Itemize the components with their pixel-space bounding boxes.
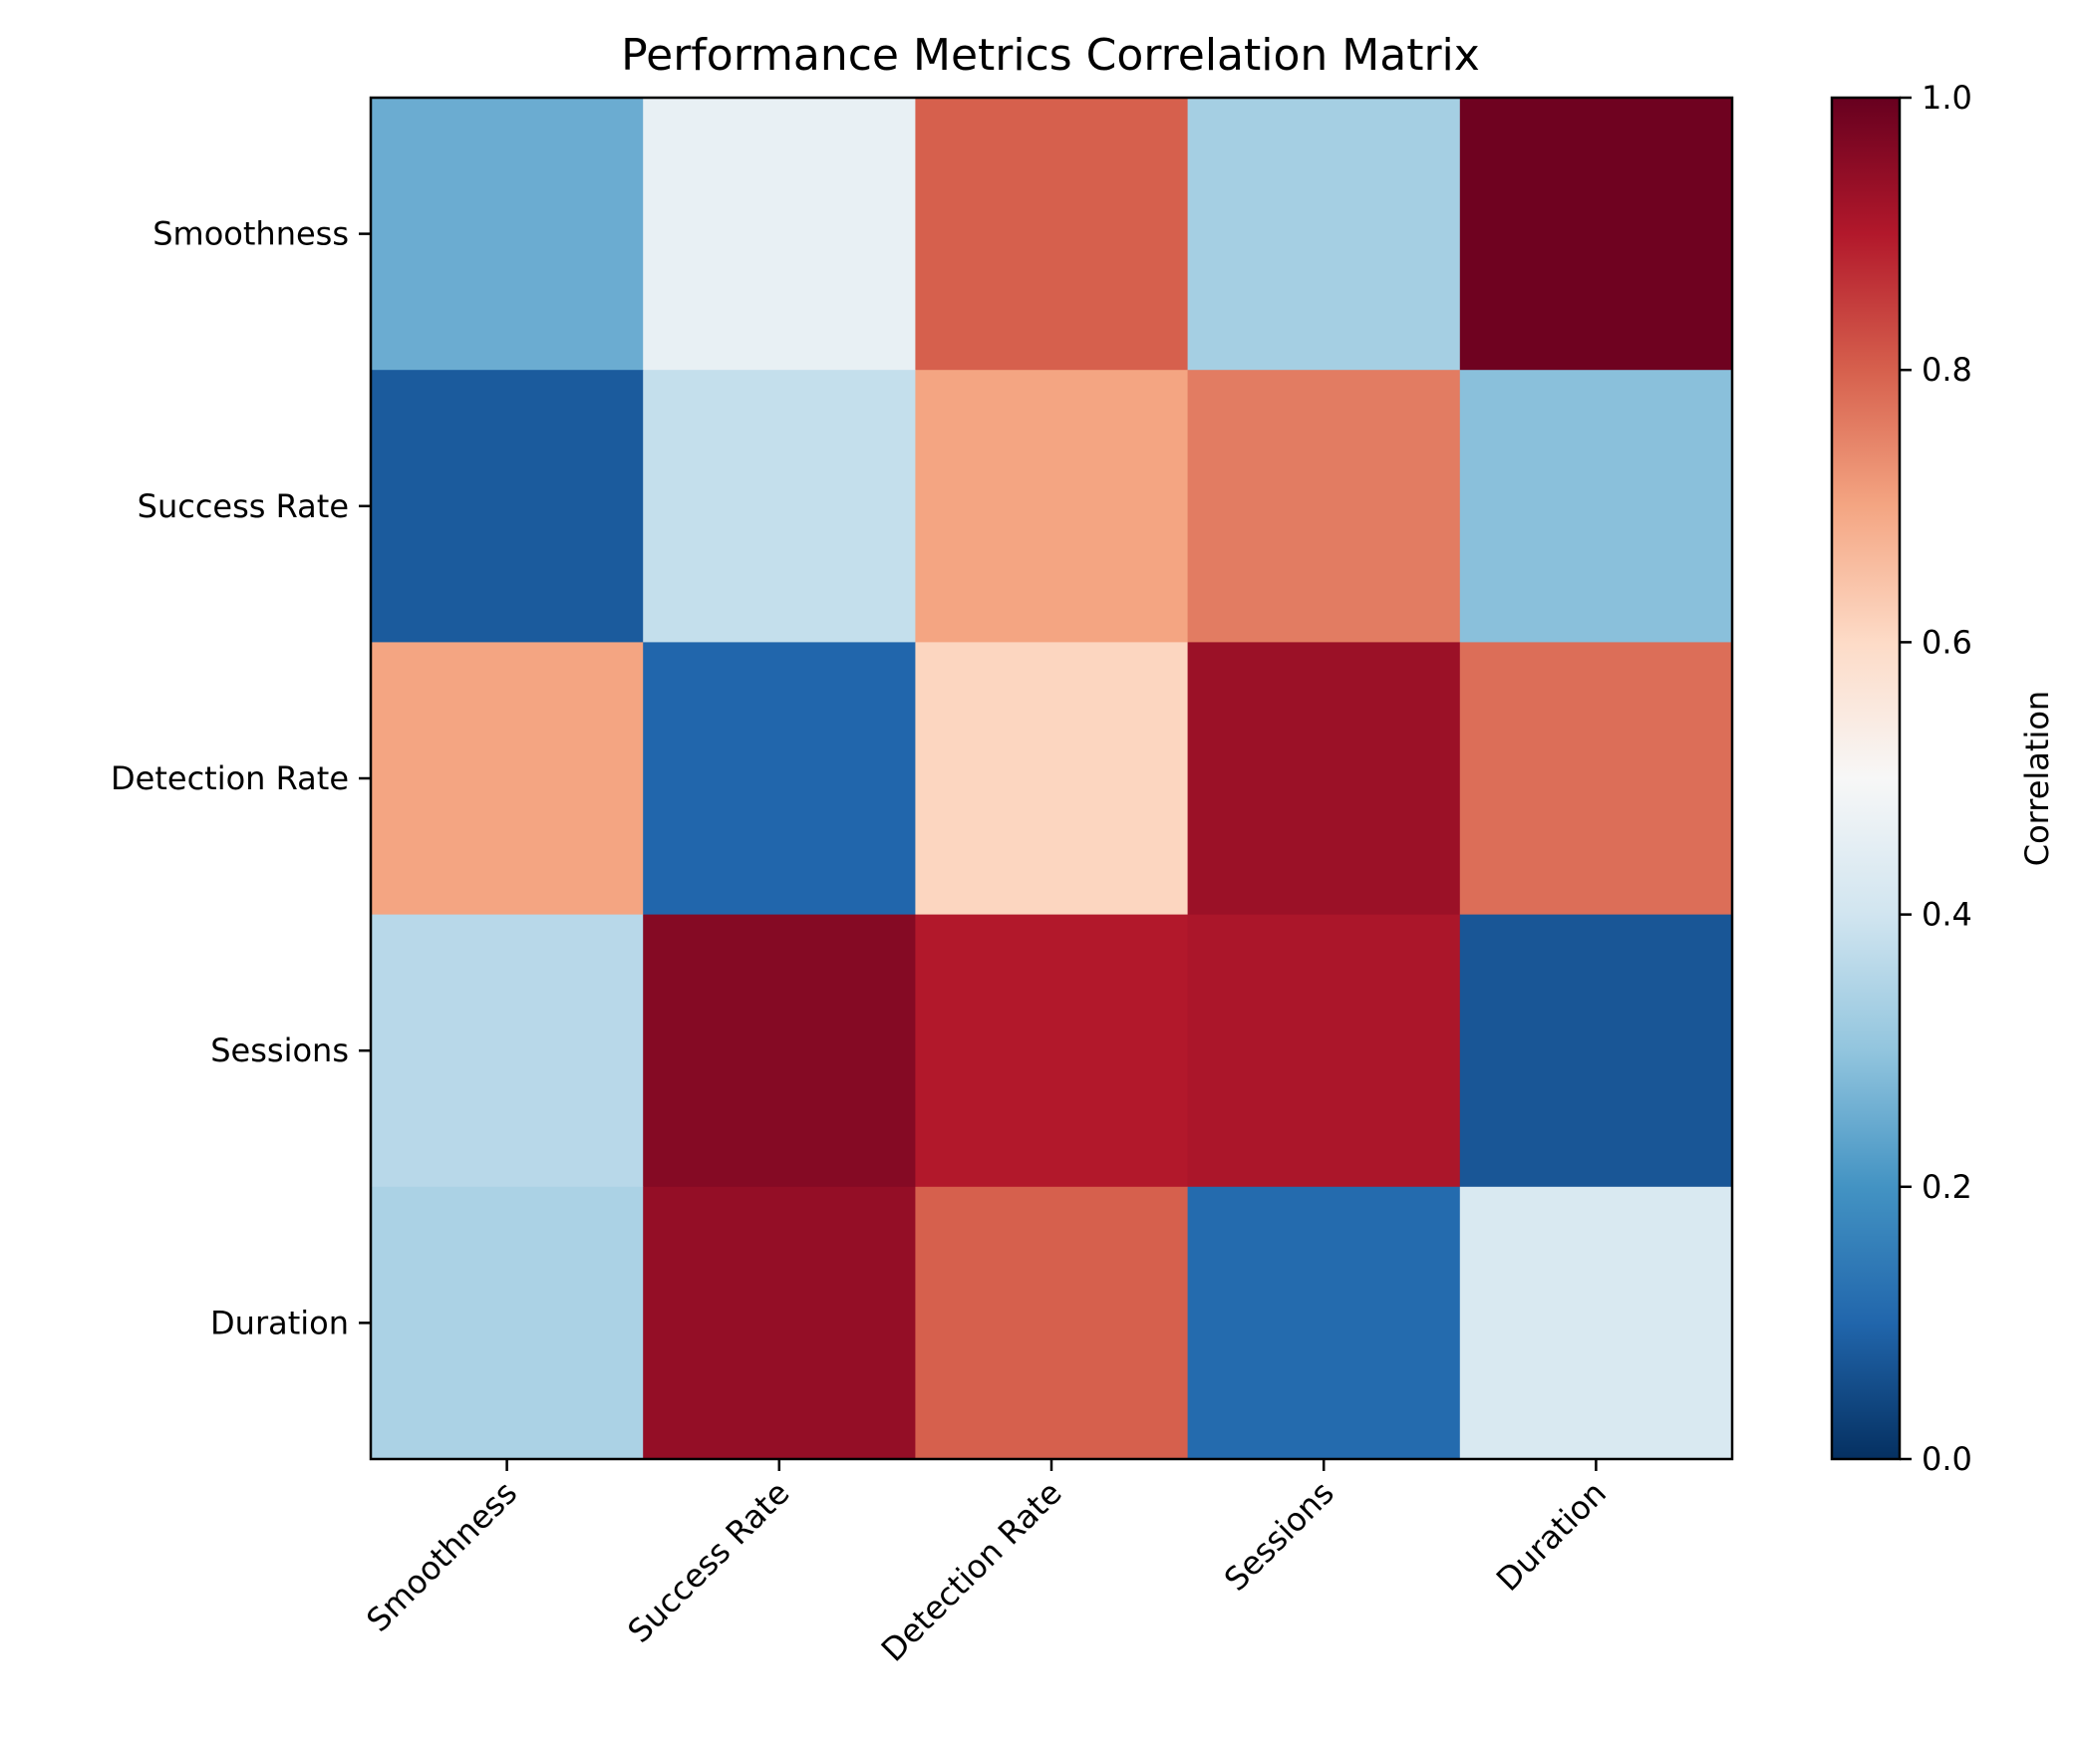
heatmap-cell [1459,98,1733,371]
colorbar-tick-label: 0.4 [1922,896,1972,934]
heatmap-cell [1459,914,1733,1188]
x-tick-label: Detection Rate [874,1474,1069,1669]
colorbar-tick-label: 0.2 [1922,1168,1972,1206]
heatmap-cell [643,642,916,916]
heatmap-cell [915,370,1189,643]
colorbar-label: Correlation [2018,691,2056,866]
y-axis: Smoothness Success Rate Detection Rate Sess… [111,215,371,1341]
colorbar-gradient [1832,98,1900,1459]
heatmap-cell [371,642,644,916]
y-tick-label: Duration [210,1304,349,1341]
y-tick-label: Smoothness [152,215,349,253]
x-tick-label: Smoothness [359,1474,524,1639]
heatmap-cell [371,370,644,643]
colorbar-tick-label: 0.0 [1922,1440,1972,1478]
heatmap-cell [643,370,916,643]
colorbar-tick-label: 0.8 [1922,351,1972,389]
heatmap-cell [643,1186,916,1460]
heatmap-cell [1459,1186,1733,1460]
heatmap-cell [643,914,916,1188]
heatmap-cell [1187,98,1461,371]
heatmap-cell [1187,642,1461,916]
y-tick-label: Success Rate [138,487,349,525]
x-tick-label: Sessions [1217,1474,1341,1599]
heatmap-cell [1459,370,1733,643]
colorbar: 0.0 0.2 0.4 0.6 0.8 1.0 Correlation [1830,79,2056,1478]
heatmap-cells [371,98,1733,1460]
y-tick-label: Sessions [210,1031,349,1069]
y-tick-label: Detection Rate [111,759,349,797]
colorbar-tick-label: 1.0 [1922,79,1972,117]
heatmap-cell [371,1186,644,1460]
colorbar-frame [1830,96,1902,1461]
heatmap-cell [1187,1186,1461,1460]
heatmap-cell [1187,914,1461,1188]
heatmap-cell [371,914,644,1188]
heatmap-cell [643,98,916,371]
heatmap-cell [371,98,644,371]
heatmap-cell [915,914,1189,1188]
heatmap-cell [915,642,1189,916]
colorbar-ticks: 0.0 0.2 0.4 0.6 0.8 1.0 [1900,79,1972,1478]
heatmap-cell [915,98,1189,371]
colorbar-tick-label: 0.6 [1922,623,1972,661]
heatmap-cell [1459,642,1733,916]
heatmap-cell [1187,370,1461,643]
heatmap-cell [915,1186,1189,1460]
x-tick-label: Duration [1489,1474,1614,1599]
chart-title: Performance Metrics Correlation Matrix [621,30,1480,81]
x-axis: Smoothness Success Rate Detection Rate Sess… [359,1459,1614,1669]
x-tick-label: Success Rate [620,1474,796,1650]
